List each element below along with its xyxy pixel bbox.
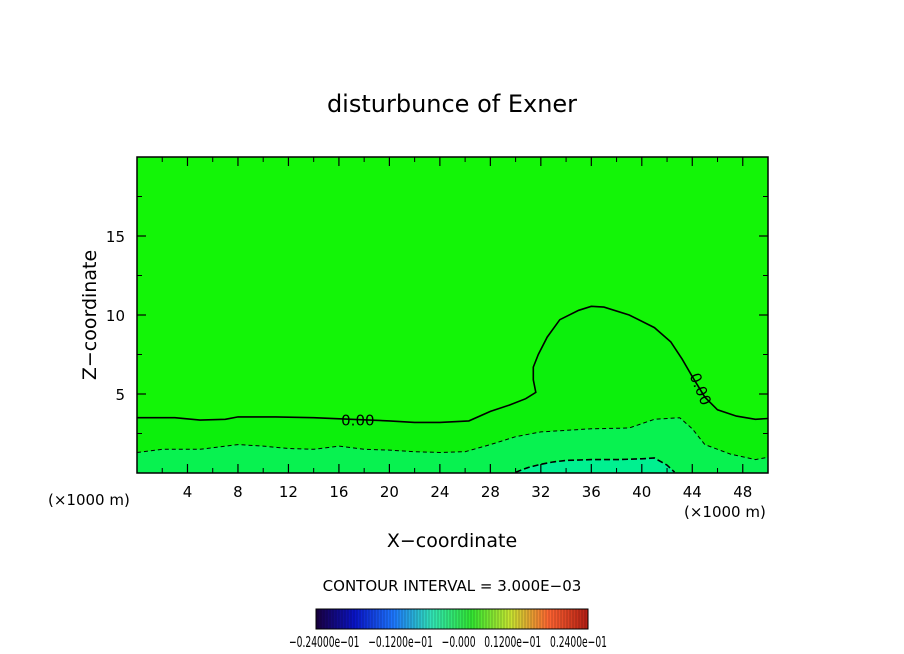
x-tick-label: 44 <box>683 483 702 501</box>
chart-title: disturbunce of Exner <box>327 90 577 118</box>
contour-line <box>137 417 768 461</box>
x-tick-label: 4 <box>183 483 193 501</box>
x-tick-label: 40 <box>632 483 651 501</box>
x-axis-label: X−coordinate <box>387 530 517 552</box>
y-tick-label: 15 <box>106 228 125 246</box>
contour-label: 0.00 <box>341 411 374 429</box>
x-tick-label: 16 <box>329 483 348 501</box>
field-lower-band <box>137 417 768 473</box>
contour-line <box>137 305 768 424</box>
x-tick-label: 24 <box>430 483 449 501</box>
x-tick-label: 32 <box>531 483 550 501</box>
y-tick-label: 10 <box>106 307 125 325</box>
colorbar-tick-labels: −0.24000e−01 −0.1200e−01 −0.000 0.1200e−… <box>289 633 607 651</box>
colorbar-stripes <box>317 609 586 629</box>
x-tick-label: 28 <box>481 483 500 501</box>
x-unit-right: (×1000 m) <box>684 503 766 521</box>
y-tick-label: 5 <box>115 386 125 404</box>
contour-lines <box>137 305 768 473</box>
contour-interval-label: CONTOUR INTERVAL = 3.000E−03 <box>323 577 582 595</box>
colorbar-frame <box>315 608 589 630</box>
x-tick-label: 12 <box>279 483 298 501</box>
y-axis-label: Z−coordinate <box>79 250 101 380</box>
contour-line <box>515 457 676 473</box>
colorbar <box>315 608 589 630</box>
colorbar-fill <box>316 609 588 629</box>
exner-field <box>137 157 768 473</box>
x-tick-label: 48 <box>733 483 752 501</box>
x-unit-left: (×1000 m) <box>48 491 130 509</box>
field-core <box>515 458 675 473</box>
x-tick-label: 8 <box>233 483 243 501</box>
x-tick-label: 36 <box>582 483 601 501</box>
field-upper-band <box>137 157 768 423</box>
x-tick-label: 20 <box>380 483 399 501</box>
